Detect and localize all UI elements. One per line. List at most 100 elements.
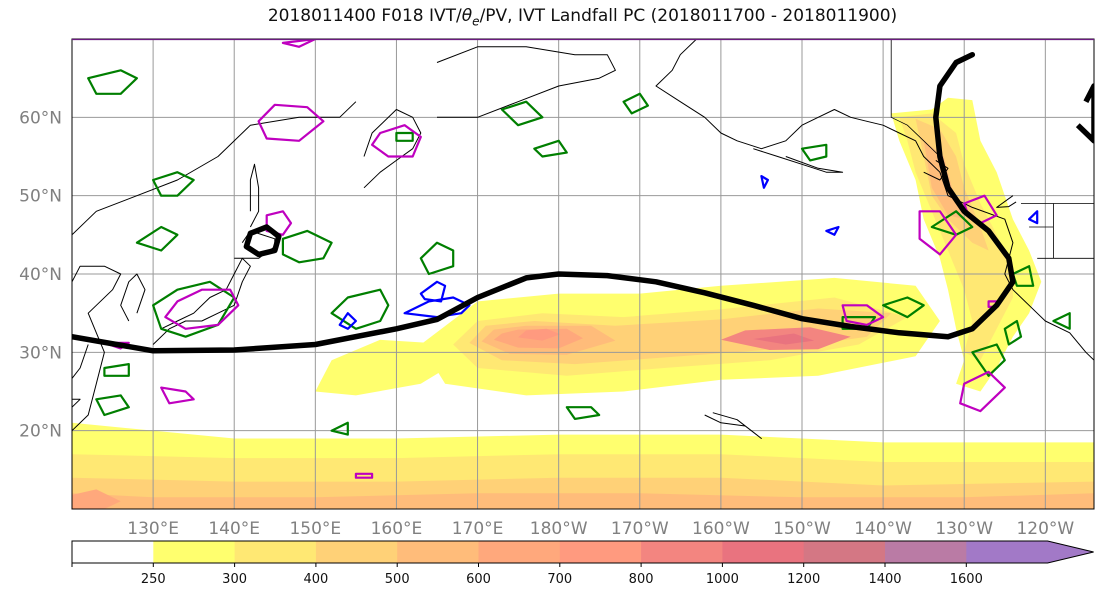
pv-contour-negative	[338, 312, 357, 330]
landfall-pc-contour-main	[72, 51, 1016, 354]
colorbar-cell	[153, 541, 236, 563]
title-theta: θ	[461, 6, 473, 26]
lon-label: 140°W	[854, 519, 912, 539]
colorbar-tick-label: 300	[222, 572, 247, 587]
colorbar-outline	[71, 540, 1094, 564]
colorbar-cell	[641, 541, 723, 563]
theta-e-contour	[1052, 312, 1071, 330]
pv-contour-positive	[959, 370, 1006, 413]
theta-e-contour	[500, 100, 544, 127]
colorbar-tick-label: 400	[303, 572, 328, 587]
political-borders	[890, 39, 1094, 259]
lon-label: 160°W	[692, 519, 750, 539]
pv-contour-negative	[760, 175, 770, 189]
colorbar-tick-label: 250	[141, 572, 166, 587]
colorbar-tick-label: 1600	[950, 572, 983, 587]
colorbar-cell	[722, 541, 805, 563]
theta-e-contour	[103, 363, 130, 377]
pv-contour-positive	[164, 288, 240, 330]
colorbar-cell	[478, 541, 561, 563]
ivt-filled-contours	[72, 97, 1094, 509]
title-suffix: /PV, IVT Landfall PC (2018011700 - 20180…	[479, 6, 898, 26]
colorbar-cell	[315, 541, 398, 563]
lon-label: 130°E	[127, 519, 179, 539]
colorbar-cell	[803, 541, 886, 563]
ivt-region-tropical-moisture-band-level-4	[72, 493, 1094, 509]
ivt-region-central-pacific-ar-level-6	[518, 328, 561, 341]
coastline	[363, 109, 422, 189]
pv-contour-negative	[825, 225, 840, 236]
ivt-region-tropical-moisture-band-level-5	[72, 489, 121, 509]
colorbar-tick-label: 500	[385, 572, 410, 587]
theta-e-contour	[152, 171, 195, 197]
lon-label: 180°W	[530, 519, 588, 539]
coastlines	[72, 39, 1094, 439]
landfall-pc-contour	[72, 51, 1094, 354]
longitude-labels: 130°E 140°E 150°E 160°E 170°E 180°W 170°W 160°W…	[127, 519, 1074, 539]
pv-contours	[103, 39, 1039, 479]
theta-e-contour	[330, 421, 349, 436]
theta-e-contour	[881, 296, 925, 319]
lon-label: 150°E	[289, 519, 341, 539]
theta-e-contour	[135, 225, 179, 252]
theta-e-contour	[930, 210, 974, 236]
ivt-region-west-pacific-ar-tail-level-1	[315, 339, 454, 396]
landfall-pc-contour-ring	[243, 224, 282, 258]
colorbar-cell	[885, 541, 967, 563]
colorbar-tick-label: 1400	[868, 572, 901, 587]
colorbar-tick-label: 800	[629, 572, 654, 587]
lat-label: 20°N	[19, 422, 62, 442]
pv-contour-positive	[918, 210, 958, 256]
pv-contour-negative	[1027, 210, 1039, 225]
map-panel	[71, 38, 1095, 510]
lat-label: 50°N	[19, 187, 62, 207]
lat-label: 40°N	[19, 265, 62, 285]
theta-e-contours	[87, 69, 1071, 436]
theta-e-contour	[800, 143, 828, 162]
colorbar: 250 300 400 500 600 700 800 1000 1200 1400 1600	[71, 540, 1094, 587]
coastline	[753, 148, 844, 173]
theta-e-contour	[419, 241, 455, 276]
coastline	[704, 412, 762, 439]
pv-contour-positive	[160, 386, 195, 405]
title-prefix: 2018011400 F018 IVT/	[267, 6, 462, 26]
colorbar-cell	[72, 541, 154, 563]
theta-e-contour	[395, 131, 414, 142]
colorbar-cell-extend	[966, 541, 1094, 563]
coastline	[436, 46, 616, 118]
landfall-pc-contour-east	[1075, 83, 1094, 144]
ivt-region-central-pacific-ar-level-8	[753, 333, 815, 345]
lat-label: 30°N	[19, 343, 62, 363]
colorbar-tick-label: 1200	[787, 572, 820, 587]
border-line	[890, 39, 941, 157]
title-subscript-e: e	[472, 14, 480, 29]
colorbar-tick-label: 1000	[706, 572, 739, 587]
theta-e-contour	[622, 92, 650, 115]
theta-e-contour	[87, 69, 138, 95]
coastline	[120, 273, 146, 322]
theta-e-contour	[95, 394, 130, 417]
pv-contour-positive	[354, 472, 374, 479]
theta-e-contour	[533, 139, 568, 158]
pv-contour-negative	[419, 280, 447, 303]
pv-contour-positive	[257, 103, 325, 142]
pv-contour-positive	[841, 304, 885, 326]
figure-title: 2018011400 F018 IVT/θe/PV, IVT Landfall …	[0, 6, 1105, 28]
theta-e-contour	[1003, 319, 1023, 346]
theta-e-contour	[565, 406, 601, 420]
lon-label: 160°E	[371, 519, 423, 539]
coastline	[655, 39, 1094, 361]
coastline	[72, 101, 357, 432]
pv-contour-positive	[281, 39, 317, 48]
lon-label: 140°E	[208, 519, 260, 539]
latitude-labels: 60°N 50°N 40°N 30°N 20°N	[19, 108, 62, 441]
lat-label: 60°N	[19, 108, 62, 128]
colorbar-cell	[559, 541, 642, 563]
colorbar-tick-label: 700	[547, 572, 572, 587]
coastline	[249, 163, 260, 228]
pv-contour-positive	[371, 124, 422, 158]
lon-label: 120°W	[1016, 519, 1074, 539]
coastline	[996, 195, 1017, 208]
theta-e-contour	[330, 288, 390, 330]
